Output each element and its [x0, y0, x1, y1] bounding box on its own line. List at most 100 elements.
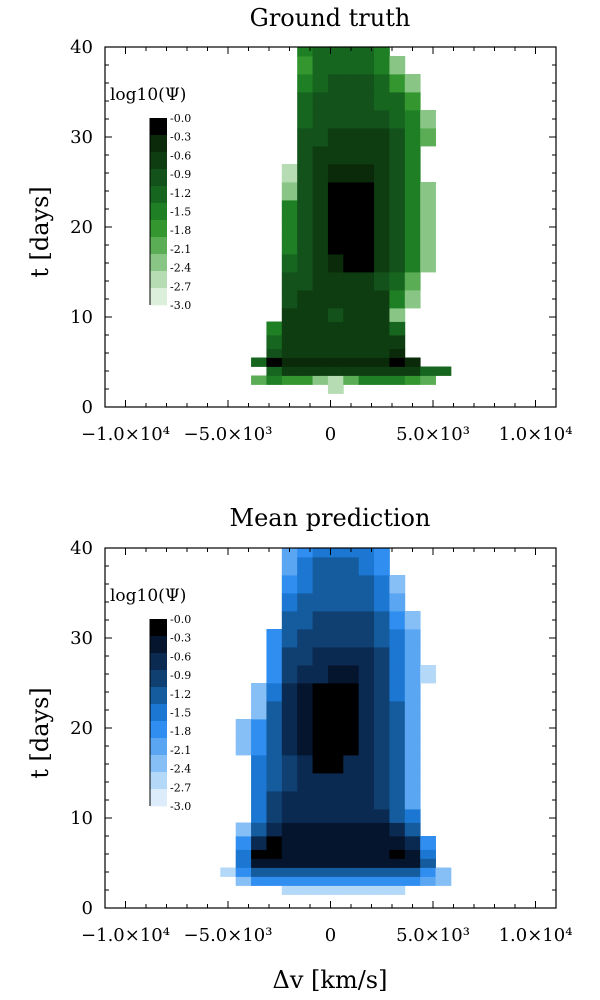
heatmap-cell [281, 575, 298, 594]
heatmap-cell [343, 858, 360, 868]
heatmap-cell [327, 593, 344, 612]
colorbar: log10(Ψ) -0.0 -0.3 -0.6 -0.9 -1.2 -1.5 -1.8 -2.… [110, 85, 191, 312]
heatmap-cell [235, 836, 252, 850]
heatmap-cell [281, 755, 298, 774]
heatmap-cell [404, 773, 421, 792]
heatmap-cell [374, 557, 390, 576]
heatmap-cell [420, 254, 436, 273]
heatmap-cell [312, 548, 329, 558]
heatmap-cell [343, 701, 360, 720]
heatmap-cell [358, 272, 375, 291]
heatmap-cell [327, 885, 344, 895]
heatmap-cell [281, 876, 298, 886]
heatmap-cell [389, 146, 406, 165]
heatmap-cell [358, 885, 375, 895]
heatmap-cell [281, 867, 298, 877]
y-tick-label: 40 [70, 538, 93, 559]
heatmap-cell [251, 773, 267, 792]
heatmap-cell [404, 272, 421, 291]
heatmap-cell [297, 146, 313, 165]
heatmap-cell [297, 858, 313, 868]
heatmap-cell [389, 885, 406, 895]
x-axis-label: Δv [km/s] [273, 966, 388, 994]
heatmap-cell [266, 375, 283, 385]
heatmap-cell [358, 737, 375, 756]
colorbar-tick-label: -2.7 [170, 280, 191, 293]
heatmap-cell [312, 755, 329, 774]
heatmap-cell [374, 611, 390, 630]
heatmap-cell [312, 308, 329, 322]
heatmap-cell [389, 822, 406, 837]
panel-title: Ground truth [250, 4, 411, 32]
heatmap-cell [281, 737, 298, 756]
heatmap-cell [389, 128, 406, 147]
heatmap-cell [297, 575, 313, 594]
heatmap-cell [374, 737, 390, 756]
heatmap-cell [327, 218, 344, 237]
x-tick-label: 5.0×10³ [396, 424, 470, 445]
heatmap-cell [251, 719, 267, 738]
heatmap-cell [343, 321, 360, 336]
heatmap-cell [297, 791, 313, 810]
heatmap-cell [358, 809, 375, 823]
heatmap-cell [358, 236, 375, 255]
heatmap-cell [404, 719, 421, 738]
heatmap-cell [312, 236, 329, 255]
colorbar-swatch [150, 254, 167, 272]
heatmap-cell [297, 665, 313, 684]
heatmap-cell [404, 164, 421, 183]
heatmap-cell [404, 146, 421, 165]
y-tick-label: 10 [70, 307, 93, 328]
heatmap-cell [404, 366, 421, 376]
heatmap-cell [312, 791, 329, 810]
heatmap-cell [297, 335, 313, 349]
heatmap-cell [251, 683, 267, 702]
heatmap-cell [374, 719, 390, 738]
heatmap-cell [343, 548, 360, 558]
heatmap-cell [358, 254, 375, 273]
heatmap-cell [327, 335, 344, 349]
heatmap-cell [312, 629, 329, 648]
heatmap-cell [297, 47, 313, 57]
heatmap-cell [404, 755, 421, 774]
heatmap-cell [297, 809, 313, 823]
heatmap-cell [251, 755, 267, 774]
heatmap-cell [420, 182, 436, 201]
heatmap-cell [343, 885, 360, 895]
heatmap-cell [281, 773, 298, 792]
heatmap-cell [374, 164, 390, 183]
heatmap-cell [281, 791, 298, 810]
heatmap-cell [389, 737, 406, 756]
heatmap-cell [281, 366, 298, 376]
heatmap-cell [389, 701, 406, 720]
heatmap-cell [297, 557, 313, 576]
x-tick-label: 5.0×10³ [396, 925, 470, 946]
heatmap-cell [297, 849, 313, 859]
colorbar-swatch [150, 636, 167, 654]
heatmap-cell [297, 56, 313, 75]
heatmap-cell [389, 593, 406, 612]
heatmap-cell [358, 348, 375, 358]
heatmap-cell [235, 737, 252, 756]
heatmap-cell [343, 575, 360, 594]
heatmap-cell [343, 308, 360, 322]
colorbar-tick-label: -0.3 [170, 131, 191, 144]
heatmap-cell [374, 254, 390, 273]
heatmap-cell [374, 548, 390, 558]
heatmap-cell [389, 665, 406, 684]
heatmap-cell [312, 182, 329, 201]
x-tick-label: −1.0×10⁴ [81, 925, 170, 946]
heatmap-cell [327, 755, 344, 774]
heatmap-cell [404, 822, 421, 837]
heatmap-cell [266, 836, 283, 850]
heatmap-cell [358, 182, 375, 201]
heatmap-cell [358, 110, 375, 129]
colorbar-swatch [150, 670, 167, 688]
heatmap-cell [389, 200, 406, 219]
heatmap-cell [358, 290, 375, 309]
heatmap-cell [297, 110, 313, 129]
heatmap-cell [404, 791, 421, 810]
heatmap-cell [327, 867, 344, 877]
heatmap-cell [327, 357, 344, 367]
heatmap-cell [251, 701, 267, 720]
